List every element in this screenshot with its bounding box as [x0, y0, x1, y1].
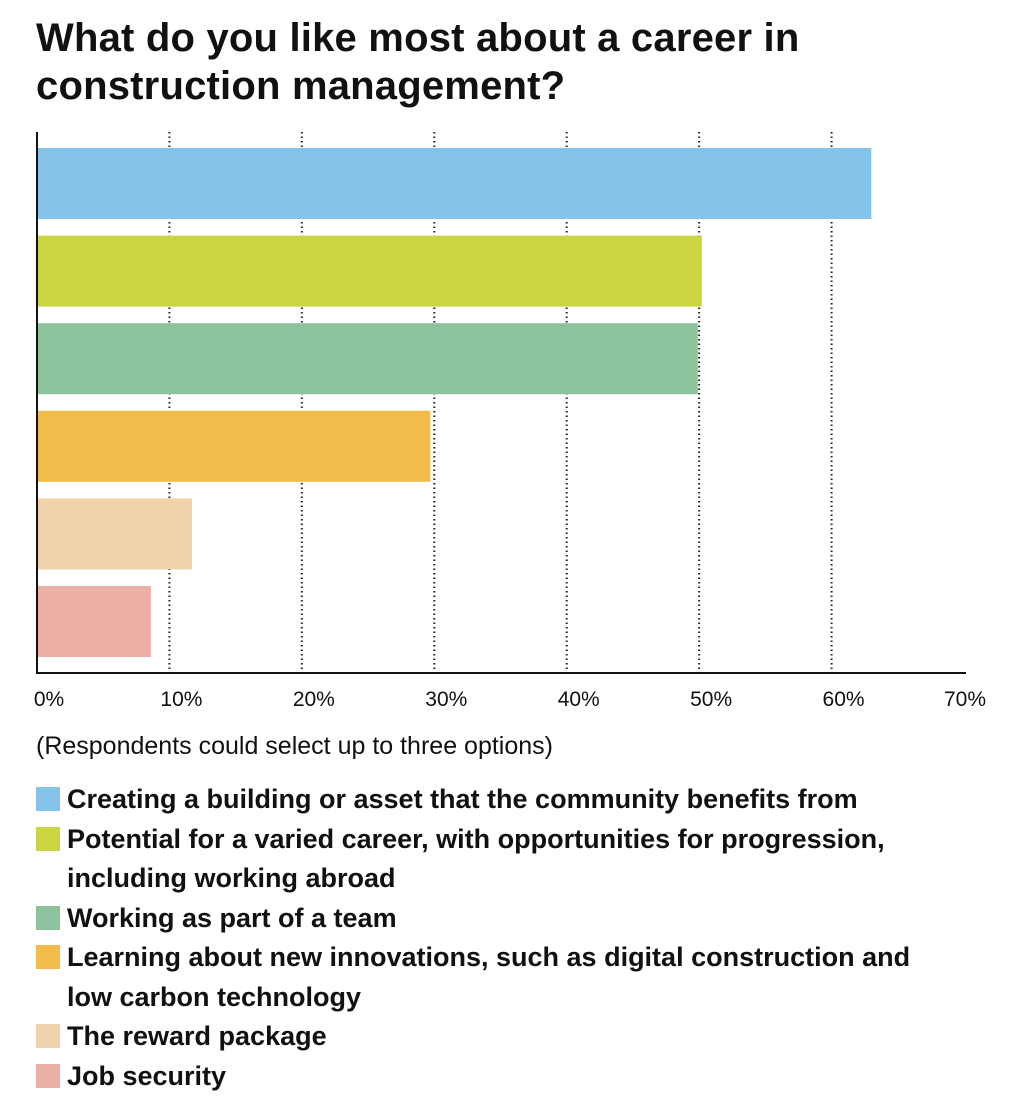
legend-swatch: [36, 787, 60, 811]
bar: [37, 410, 431, 482]
legend-swatch: [36, 945, 60, 969]
legend: Creating a building or asset that the co…: [36, 780, 996, 1096]
x-tick-labels: 0% 10% 20% 30% 40% 50% 60% 70%: [34, 688, 986, 711]
legend-label: Learning about new innovations, such as …: [67, 942, 911, 1012]
legend-label: The reward package: [67, 1021, 327, 1051]
legend-item: Creating a building or asset that the co…: [36, 780, 996, 820]
x-tick-label: 20%: [293, 688, 335, 711]
legend-swatch: [36, 905, 60, 930]
legend-label: Creating a building or asset that the co…: [67, 784, 858, 814]
bar: [37, 586, 151, 657]
legend-item: The reward package: [36, 1017, 996, 1057]
axes: [36, 132, 966, 674]
legend-item: Working as part of a team: [36, 899, 996, 939]
legend-swatch: [36, 1024, 60, 1048]
x-tick-label: 40%: [558, 688, 600, 711]
chart-note: (Respondents could select up to three op…: [36, 732, 553, 760]
legend-item: Potential for a varied career, with oppo…: [36, 820, 996, 899]
legend-item: Learning about new innovations, such as …: [36, 938, 996, 1017]
bars: [37, 148, 872, 657]
legend-swatch: [36, 826, 60, 851]
bar-chart: 0% 10% 20% 30% 40% 50% 60% 70%: [34, 132, 986, 711]
bar: [37, 148, 872, 219]
legend-item: Job security: [36, 1057, 996, 1097]
chart-title: What do you like most about a career in …: [36, 16, 800, 108]
x-tick-label: 0%: [34, 688, 64, 711]
legend-label: Working as part of a team: [67, 902, 397, 933]
bar: [37, 235, 702, 307]
x-tick-label: 60%: [823, 688, 865, 711]
legend-label: Job security: [67, 1060, 227, 1091]
x-tick-label: 50%: [690, 688, 732, 711]
x-tick-label: 10%: [160, 688, 202, 711]
x-tick-label: 30%: [425, 688, 467, 711]
gridlines: [168, 132, 833, 673]
x-tick-label: 70%: [944, 688, 986, 711]
bar: [37, 498, 192, 570]
legend-label: Potential for a varied career, with oppo…: [67, 823, 885, 894]
legend-swatch: [36, 1063, 60, 1088]
bar: [37, 323, 698, 395]
